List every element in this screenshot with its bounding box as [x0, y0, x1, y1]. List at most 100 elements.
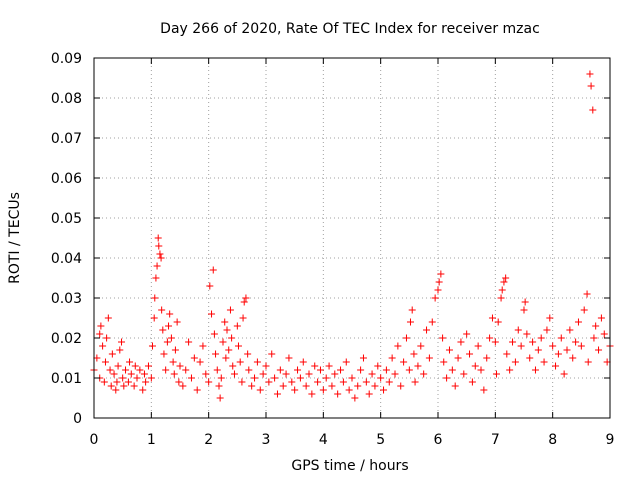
data-point — [497, 294, 505, 302]
data-point — [166, 310, 174, 318]
data-point — [483, 354, 491, 362]
data-point — [325, 362, 333, 370]
y-tick-label: 0 — [73, 411, 82, 427]
data-point — [245, 366, 253, 374]
data-point — [154, 234, 162, 242]
x-tick-label: 4 — [319, 432, 328, 448]
data-point — [391, 370, 399, 378]
data-point — [502, 274, 510, 282]
data-point — [428, 318, 436, 326]
data-point — [400, 358, 408, 366]
data-point — [175, 378, 183, 386]
data-point — [587, 82, 595, 90]
y-tick-label: 0.03 — [51, 291, 82, 307]
data-point — [193, 386, 201, 394]
data-point — [549, 342, 557, 350]
x-tick-label: 3 — [262, 432, 271, 448]
data-point — [357, 366, 365, 374]
data-point — [434, 286, 442, 294]
y-tick-label: 0.02 — [51, 331, 82, 347]
data-point — [348, 374, 356, 382]
data-point — [229, 362, 237, 370]
y-tick-label: 0.01 — [51, 371, 82, 387]
data-point — [262, 362, 270, 370]
data-point — [537, 334, 545, 342]
data-point — [402, 334, 410, 342]
y-tick-label: 0.06 — [51, 171, 82, 187]
data-point — [230, 370, 238, 378]
data-point — [382, 366, 390, 374]
data-point — [492, 370, 500, 378]
data-point — [526, 354, 534, 362]
data-point — [119, 374, 127, 382]
data-point — [514, 326, 522, 334]
data-point — [334, 390, 342, 398]
data-point — [342, 358, 350, 366]
data-point — [546, 314, 554, 322]
data-point — [256, 386, 264, 394]
data-point — [112, 386, 120, 394]
data-point — [199, 342, 207, 350]
data-point — [107, 382, 115, 390]
data-point — [592, 322, 600, 330]
data-point — [302, 382, 310, 390]
x-axis: 0 1 2 3 4 5 6 7 8 9 — [90, 58, 615, 448]
y-tick-label: 0.05 — [51, 211, 82, 227]
data-point — [97, 322, 105, 330]
data-point — [226, 306, 234, 314]
data-point — [417, 342, 425, 350]
data-point — [167, 334, 175, 342]
data-point — [131, 362, 139, 370]
data-point — [506, 366, 514, 374]
data-point — [531, 366, 539, 374]
data-point — [523, 330, 531, 338]
data-point — [202, 370, 210, 378]
data-point — [371, 382, 379, 390]
data-point — [351, 394, 359, 402]
data-point — [190, 354, 198, 362]
data-point — [322, 374, 330, 382]
data-point — [448, 366, 456, 374]
data-point — [206, 282, 214, 290]
data-point — [577, 342, 585, 350]
data-point — [410, 350, 418, 358]
data-point — [520, 306, 528, 314]
x-tick-label: 9 — [606, 432, 615, 448]
data-point — [240, 298, 248, 306]
data-point — [494, 318, 502, 326]
data-point — [139, 386, 147, 394]
data-point — [150, 314, 158, 322]
data-point — [291, 386, 299, 394]
data-point — [110, 370, 118, 378]
data-point — [411, 378, 419, 386]
data-point — [182, 366, 190, 374]
data-point — [219, 338, 227, 346]
data-point — [388, 354, 396, 362]
data-point — [480, 386, 488, 394]
data-point — [580, 306, 588, 314]
data-point — [236, 358, 244, 366]
data-point — [148, 342, 156, 350]
data-point — [463, 330, 471, 338]
data-point — [179, 382, 187, 390]
data-point — [238, 378, 246, 386]
data-point — [554, 350, 562, 358]
data-point — [124, 378, 132, 386]
data-point — [122, 366, 130, 374]
data-point — [142, 378, 150, 386]
data-point — [288, 378, 296, 386]
data-point — [116, 346, 124, 354]
data-point — [362, 378, 370, 386]
data-point — [311, 362, 319, 370]
data-point — [440, 358, 448, 366]
data-point — [374, 362, 382, 370]
data-point — [213, 366, 221, 374]
data-point — [120, 382, 128, 390]
data-point — [597, 314, 605, 322]
data-point — [100, 378, 108, 386]
data-point — [517, 342, 525, 350]
x-tick-label: 0 — [90, 432, 99, 448]
x-tick-label: 5 — [376, 432, 385, 448]
x-tick-label: 6 — [434, 432, 443, 448]
